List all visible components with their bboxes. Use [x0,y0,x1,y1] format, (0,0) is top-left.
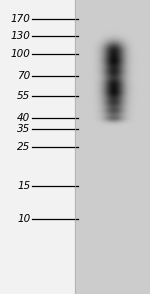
Bar [75,0,150,294]
Text: 15: 15 [17,181,30,191]
Bar [0,0,75,294]
Text: 170: 170 [11,14,30,24]
Text: 70: 70 [17,71,30,81]
Text: 100: 100 [11,49,30,59]
Text: 35: 35 [17,124,30,134]
Text: 55: 55 [17,91,30,101]
Text: 40: 40 [17,113,30,123]
Text: 130: 130 [11,31,30,41]
Text: 25: 25 [17,142,30,152]
Text: 10: 10 [17,214,30,224]
